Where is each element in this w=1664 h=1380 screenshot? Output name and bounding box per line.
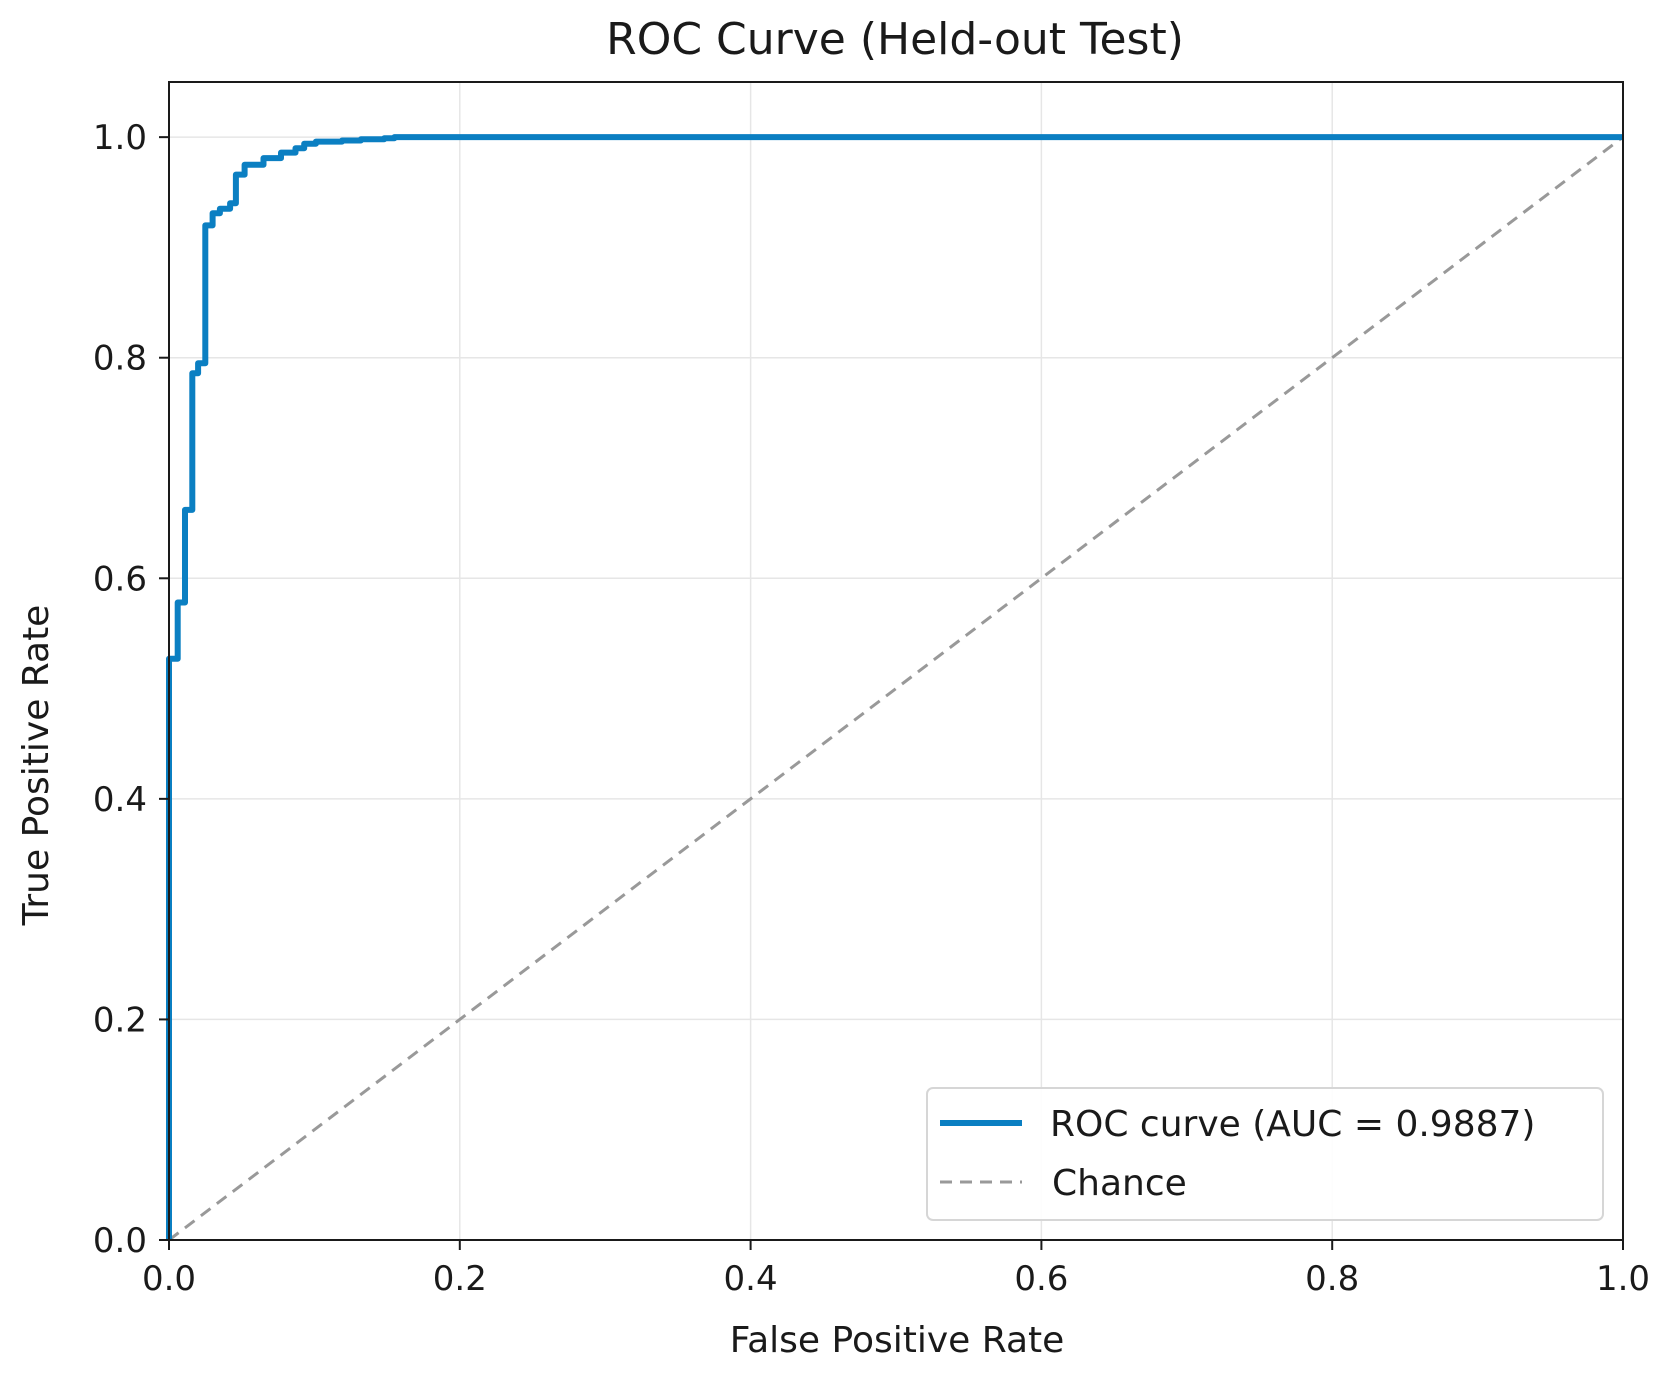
chance-line [168,135,1624,1242]
chart-title: ROC Curve (Held-out Test) [606,14,1184,65]
y-tick-label: 0.4 [93,780,147,820]
legend-roc-label: ROC curve (AUC = 0.9887) [1050,1104,1535,1145]
x-axis-label: False Positive Rate [730,1320,1065,1361]
legend-box [926,1087,1604,1221]
series-layer [166,134,1624,1242]
grid-lines [168,82,1624,1241]
legend: ROC curve (AUC = 0.9887) Chance [926,1087,1604,1221]
y-tick-label: 1.0 [93,118,147,158]
roc-curve-line [166,134,1623,1240]
axis-ticks: 0.0 0.2 0.4 0.6 0.8 1.0 0.0 0.2 0.4 0.6 0.8 1.0 [93,118,1650,1299]
x-tick-label: 1.0 [1596,1259,1650,1299]
x-tick-label: 0.4 [724,1259,778,1299]
y-axis-label: True Positive Rate [16,605,57,927]
x-tick-label: 0.6 [1014,1259,1068,1299]
x-tick-label: 0.2 [433,1259,487,1299]
y-tick-label: 0.2 [93,1000,147,1040]
legend-chance-label: Chance [1052,1163,1187,1204]
y-tick-label: 0.6 [93,559,147,599]
plot-frame [168,81,1624,1241]
x-tick-label: 0.8 [1305,1259,1359,1299]
y-tick-label: 0.0 [93,1221,147,1261]
x-tick-label: 0.0 [142,1259,196,1299]
y-tick-label: 0.8 [93,339,147,379]
